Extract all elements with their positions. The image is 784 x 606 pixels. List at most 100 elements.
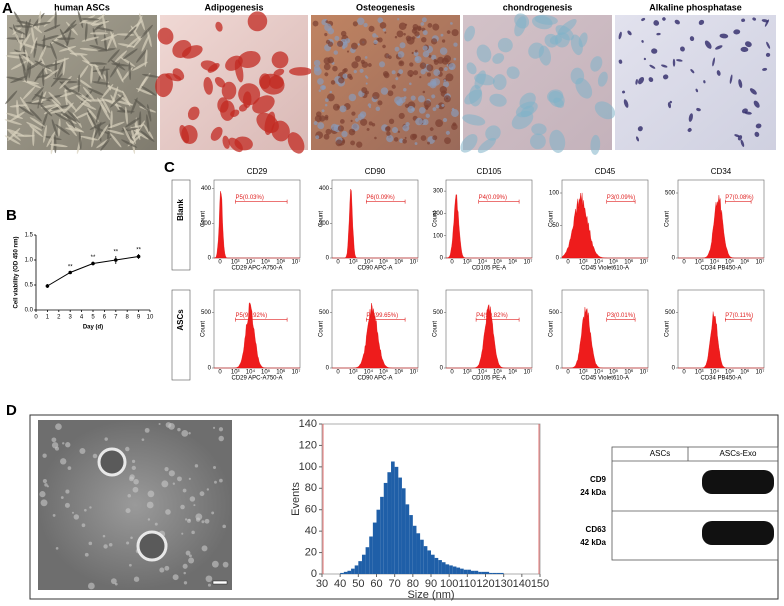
photo-texture xyxy=(384,31,387,34)
photo-texture xyxy=(432,23,440,31)
photo-texture xyxy=(337,40,344,47)
photo-title: Alkaline phosphatase xyxy=(649,2,742,12)
bar xyxy=(401,488,406,574)
tem-texture xyxy=(165,509,171,515)
tem-texture xyxy=(194,464,199,468)
photo-texture xyxy=(416,25,422,31)
x-tick-label: 10⁴ xyxy=(246,259,256,266)
x-tick-label: 10⁷ xyxy=(640,259,649,266)
plot-frame xyxy=(331,179,419,259)
photo-texture xyxy=(74,99,87,113)
gate-label: P6(99.65%) xyxy=(366,313,398,319)
photo-texture xyxy=(107,121,125,129)
x-tick-label: 10⁷ xyxy=(756,259,765,266)
photo-texture xyxy=(134,15,143,32)
photo-texture xyxy=(350,140,356,146)
photo-texture xyxy=(414,55,422,64)
photo-texture xyxy=(16,20,34,26)
tem-texture xyxy=(186,518,191,523)
bar xyxy=(474,570,479,574)
photo-texture xyxy=(741,18,746,22)
photo-texture xyxy=(91,129,96,148)
photo-texture xyxy=(65,87,83,96)
photo-texture xyxy=(32,22,51,26)
gate-label: P4(0.09%) xyxy=(479,195,507,201)
photo-texture xyxy=(22,86,36,100)
photo-texture xyxy=(590,134,601,155)
photo-texture xyxy=(410,95,416,101)
x-tick-label: 10⁷ xyxy=(410,259,419,266)
photo-texture xyxy=(41,68,45,87)
photo-texture xyxy=(100,34,118,42)
bar xyxy=(467,569,471,574)
gate-label: P5(0.03%) xyxy=(236,195,264,201)
photo-texture xyxy=(410,133,417,141)
photo-texture xyxy=(6,37,25,40)
photo-texture xyxy=(344,38,351,44)
photo-texture xyxy=(320,85,326,91)
tem-texture xyxy=(92,453,98,459)
photo-texture xyxy=(94,63,103,80)
vesicle xyxy=(136,530,168,562)
bar xyxy=(431,554,435,574)
y-axis-label: Count xyxy=(665,321,671,337)
photo-texture xyxy=(406,36,415,45)
photo-texture xyxy=(9,104,28,108)
photo-texture xyxy=(114,50,128,64)
photo-texture xyxy=(382,44,386,49)
bar xyxy=(365,547,370,574)
y-tick-label: 500 xyxy=(433,310,444,316)
photo-texture xyxy=(31,87,44,101)
photo-texture xyxy=(377,100,383,106)
photo-texture xyxy=(432,135,438,141)
bar xyxy=(481,571,486,574)
bar xyxy=(441,562,446,574)
bar xyxy=(394,466,399,574)
photo-texture xyxy=(32,128,35,147)
bar xyxy=(340,572,344,574)
photo-texture xyxy=(422,30,428,36)
photo-texture xyxy=(84,22,88,41)
x-tick-label: 70 xyxy=(389,578,401,590)
photo-texture xyxy=(321,109,325,113)
tem-texture xyxy=(159,567,165,573)
photo-texture xyxy=(200,60,218,72)
tem-texture xyxy=(144,427,150,433)
photo-texture xyxy=(95,105,102,123)
y-tick-label: 200 xyxy=(319,221,330,227)
photo-texture xyxy=(49,143,68,148)
photo-texture xyxy=(430,38,438,45)
photo-texture xyxy=(43,125,47,143)
photo-texture xyxy=(324,32,328,37)
x-tick-label: 40 xyxy=(334,578,346,590)
photo-texture xyxy=(394,96,403,105)
photo-texture xyxy=(62,23,77,35)
tem-texture xyxy=(73,514,80,520)
histogram-peak xyxy=(213,191,300,259)
photo-texture xyxy=(330,80,336,85)
marker-title: CD45 xyxy=(595,167,616,176)
photo-texture xyxy=(100,104,111,121)
x-tick-label: 10⁶ xyxy=(508,259,518,266)
photo-texture xyxy=(497,37,513,53)
photo-texture xyxy=(635,78,638,85)
photo-texture xyxy=(312,20,319,27)
photo-texture xyxy=(765,52,771,57)
bar xyxy=(343,571,348,574)
photo-texture xyxy=(92,81,111,85)
photo-texture xyxy=(39,103,53,117)
photo-texture xyxy=(415,117,423,126)
tem-texture xyxy=(126,541,130,545)
photo-texture xyxy=(627,30,632,36)
photo-texture xyxy=(128,62,132,81)
y-axis-label: Count xyxy=(433,211,439,227)
bar xyxy=(347,570,352,574)
photo-texture xyxy=(76,94,91,106)
marker-title: CD90 xyxy=(365,167,386,176)
tem-texture xyxy=(191,530,195,535)
photo-texture xyxy=(597,71,608,87)
photo-texture xyxy=(14,25,33,28)
photo-texture xyxy=(441,39,446,43)
photo-texture xyxy=(221,81,237,100)
photo-texture xyxy=(26,121,43,131)
